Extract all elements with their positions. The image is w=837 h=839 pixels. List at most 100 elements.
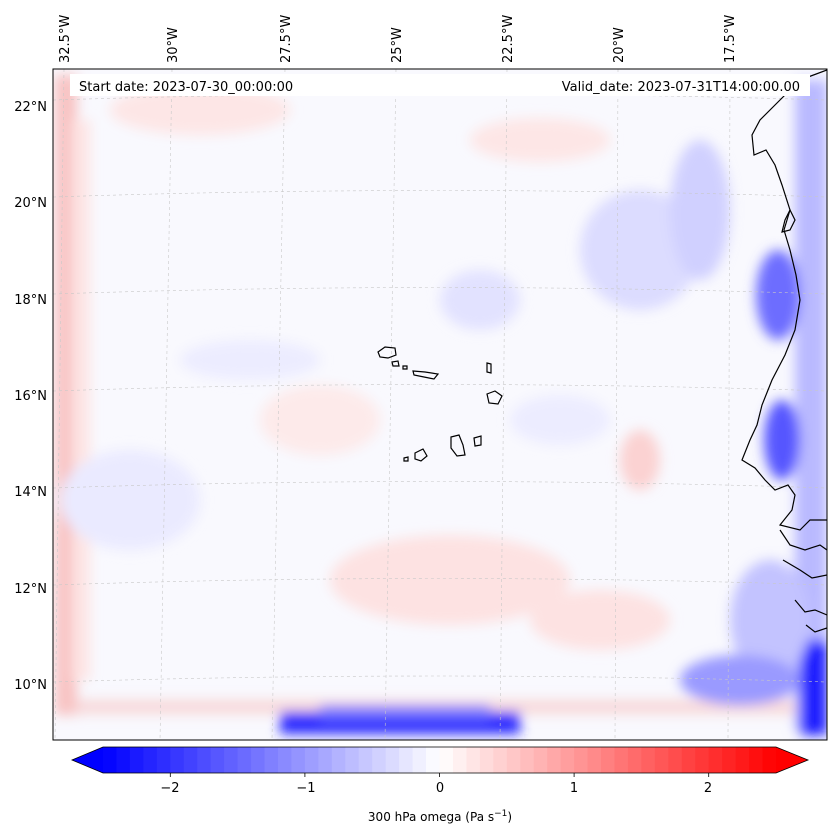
colorbar-cell: [466, 747, 481, 773]
colorbar-cell: [735, 747, 750, 773]
island-santa-luzia: [402, 365, 408, 370]
colorbar-cell: [304, 747, 319, 773]
map-panel: Start date: 2023-07-30_00:00:00 Valid_da…: [53, 69, 827, 740]
colorbar-label-exp: −1: [494, 809, 507, 819]
colorbar-cell: [358, 747, 373, 773]
colorbar-cell: [372, 747, 387, 773]
colorbar-cell: [614, 747, 629, 773]
colorbar-cell: [291, 747, 306, 773]
colorbar-cell: [627, 747, 642, 773]
colorbar-label: 300 hPa omega (Pa s−1): [368, 809, 512, 824]
colorbar-cells: [103, 747, 777, 773]
colorbar-cell: [399, 747, 414, 773]
colorbar-cell: [224, 747, 239, 773]
island-boa-vista: [486, 390, 503, 405]
colorbar-cell: [318, 747, 333, 773]
colorbar-cell: [547, 747, 562, 773]
lat-label-20n: 20°N: [14, 196, 47, 211]
island-sal: [486, 362, 492, 374]
colorbar-cell: [641, 747, 656, 773]
colorbar-cell: [103, 747, 118, 773]
colorbar-cell: [156, 747, 171, 773]
colorbar-tick-label: −2: [160, 781, 179, 796]
colorbar-cell: [479, 747, 494, 773]
colorbar-ticks: [169, 773, 710, 777]
colorbar-outline: [70, 746, 810, 774]
island-fogo: [414, 448, 428, 462]
gridlines: [53, 69, 827, 740]
colorbar-cell: [520, 747, 535, 773]
colorbar-cell: [681, 747, 696, 773]
title-band: [70, 74, 810, 96]
lon-label-22-5w: 22.5°W: [501, 15, 516, 63]
colorbar-cell: [749, 747, 764, 773]
longitude-labels: 32.5°W 30°W 27.5°W 25°W 22.5°W 20°W 17.5…: [58, 15, 738, 63]
colorbar-tick-labels: −2 −1 0 1 2: [160, 781, 712, 796]
colorbar-cell: [695, 747, 710, 773]
colorbar-cell: [426, 747, 441, 773]
colorbar-tick-label: −1: [296, 781, 315, 796]
island-santo-antao: [377, 346, 397, 359]
lon-label-20w: 20°W: [612, 27, 627, 63]
colorbar-tick-label: 0: [436, 781, 444, 796]
colorbar-cell: [574, 747, 589, 773]
colorbar-extend-min: [72, 747, 103, 773]
valid-date-label: Valid_date: 2023-07-31T14:00:00.00: [562, 80, 800, 95]
colorbar-cell: [654, 747, 669, 773]
colorbar-cell: [277, 747, 293, 773]
colorbar-cell: [385, 747, 400, 773]
lon-label-25w: 25°W: [390, 27, 405, 63]
colorbar-tick-label: 2: [704, 781, 712, 796]
map-frame: [52, 68, 828, 741]
colorbar-cell: [560, 747, 575, 773]
omega-field: [55, 75, 827, 735]
lat-label-10n: 10°N: [14, 678, 47, 693]
cape-verde-islands: [377, 346, 503, 462]
island-sao-nicolau: [412, 370, 440, 380]
island-sao-vicente: [391, 360, 400, 367]
colorbar-cell: [452, 747, 468, 773]
lon-label-27-5w: 27.5°W: [279, 15, 294, 63]
island-santiago: [450, 434, 466, 457]
start-date-label: Start date: 2023-07-30_00:00:00: [79, 80, 293, 95]
colorbar-tick-label: 1: [570, 781, 578, 796]
colorbar-cell: [129, 747, 144, 773]
colorbar-extend-max: [776, 747, 808, 773]
colorbar-cell: [143, 747, 158, 773]
island-maio: [473, 435, 482, 447]
lat-label-12n: 12°N: [14, 582, 47, 597]
coastline: [741, 69, 827, 633]
colorbar-cell: [708, 747, 723, 773]
colorbar-cell: [439, 747, 454, 773]
lat-label-14n: 14°N: [14, 485, 47, 500]
colorbar-cell: [170, 747, 185, 773]
colorbar-cell: [331, 747, 346, 773]
lon-label-17-5w: 17.5°W: [723, 15, 738, 63]
colorbar-label-close: ): [507, 810, 512, 824]
colorbar-cell: [183, 747, 198, 773]
colorbar-cell: [210, 747, 225, 773]
colorbar-cell: [533, 747, 548, 773]
lon-label-30w: 30°W: [166, 27, 181, 63]
colorbar-cell: [722, 747, 737, 773]
lon-label-32-5w: 32.5°W: [58, 15, 73, 63]
colorbar-cell: [197, 747, 212, 773]
colorbar-cell: [587, 747, 602, 773]
colorbar-cell: [264, 747, 279, 773]
colorbar-cell: [668, 747, 683, 773]
colorbar-cell: [412, 747, 427, 773]
colorbar-cell: [237, 747, 252, 773]
colorbar: −2 −1 0 1 2 300 hPa omega (Pa s−1): [70, 746, 810, 824]
latitude-labels: 22°N 20°N 18°N 16°N 14°N 12°N 10°N: [14, 100, 47, 693]
colorbar-cell: [506, 747, 521, 773]
colorbar-cell: [345, 747, 360, 773]
colorbar-cell: [601, 747, 616, 773]
colorbar-cell: [251, 747, 266, 773]
colorbar-label-main: 300 hPa omega (Pa s: [368, 810, 494, 824]
lat-label-22n: 22°N: [14, 100, 47, 115]
island-brava: [403, 456, 409, 462]
colorbar-cell: [116, 747, 131, 773]
colorbar-cell: [493, 747, 508, 773]
colorbar-cell: [762, 747, 777, 773]
